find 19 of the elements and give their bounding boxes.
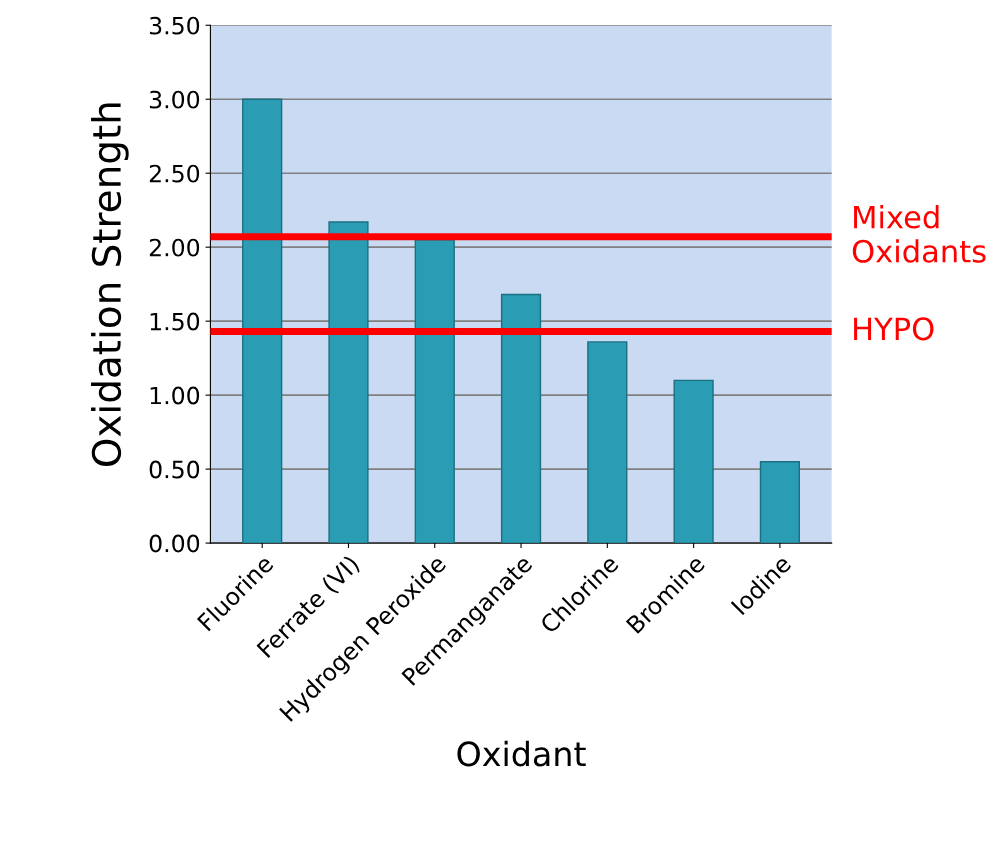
y-tick-label: 2.50 (149, 164, 200, 183)
y-tick-label: 0.50 (149, 460, 200, 479)
bar (414, 239, 455, 544)
bar (328, 221, 369, 544)
x-axis-title: Oxidant (457, 740, 586, 767)
ref-line-label: Mixed Oxidants (852, 204, 986, 263)
y-tick-label: 3.00 (149, 90, 200, 109)
y-tick-label: 2.00 (149, 238, 200, 257)
y-tick-label: 0.00 (149, 534, 200, 553)
y-tick-label: 3.50 (149, 16, 200, 35)
y-axis-title: Oxidation Strength (91, 103, 129, 466)
ref-line-label: HYPO (854, 317, 934, 341)
bar (673, 379, 714, 544)
bar (759, 461, 800, 544)
bar (587, 341, 628, 544)
bar (500, 293, 542, 544)
y-tick-label: 1.50 (150, 312, 200, 331)
bar (242, 98, 283, 544)
y-tick-label: 1.00 (150, 386, 200, 405)
